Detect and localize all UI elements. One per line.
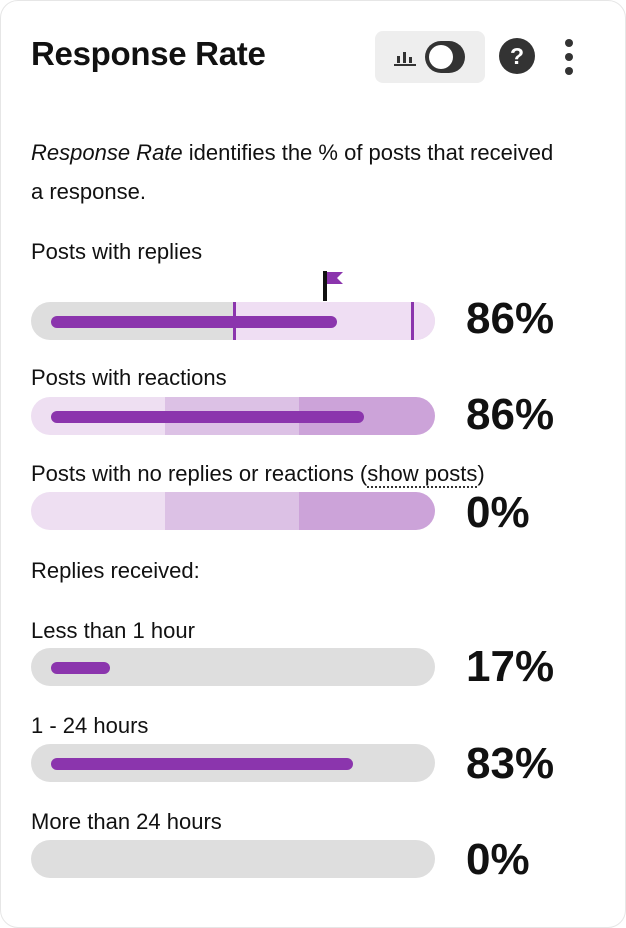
label-no-response-close: ) (477, 461, 485, 486)
target-flag-icon (323, 271, 343, 301)
help-icon[interactable]: ? (499, 38, 535, 74)
bar-posts-no-response (31, 492, 435, 530)
bar-more-than-24-hours (31, 840, 435, 878)
label-posts-no-response: Posts with no replies or reactions (show… (31, 461, 485, 488)
range-marker-high (411, 302, 414, 340)
description-text: identifies the % of posts that received … (31, 140, 554, 204)
fill-posts-with-replies (51, 316, 337, 328)
value-posts-no-response: 0% (466, 488, 530, 537)
bar-posts-with-reactions (31, 397, 435, 435)
label-more-than-24-hours: More than 24 hours (31, 809, 222, 834)
value-less-than-1-hour: 17% (466, 642, 555, 691)
label-posts-with-replies: Posts with replies (31, 239, 203, 264)
bar-less-than-1-hour (31, 648, 435, 686)
kebab-menu-icon[interactable] (561, 39, 577, 75)
bar-posts-with-replies (31, 302, 435, 340)
value-posts-with-reactions: 86% (466, 390, 555, 439)
label-1-24-hours: 1 - 24 hours (31, 713, 149, 738)
value-posts-with-replies: 86% (466, 294, 555, 343)
toggle-knob (429, 45, 453, 69)
range-marker-low (233, 302, 236, 340)
value-more-than-24-hours: 0% (466, 835, 530, 884)
band-low (31, 492, 165, 530)
toggle-switch[interactable] (425, 41, 465, 73)
fill-posts-with-reactions (51, 411, 364, 423)
replies-received-heading: Replies received: (31, 558, 200, 583)
show-posts-link[interactable]: show posts (367, 461, 478, 488)
label-posts-with-reactions: Posts with reactions (31, 365, 227, 390)
label-no-response-text: Posts with no replies or reactions ( (31, 461, 368, 486)
bar-chart-icon (394, 52, 416, 66)
label-less-than-1-hour: Less than 1 hour (31, 618, 195, 643)
card-title: Response Rate (31, 35, 266, 72)
band-mid (165, 492, 299, 530)
description-term: Response Rate (31, 140, 183, 165)
description: Response Rate identifies the % of posts … (31, 133, 571, 211)
band-high (299, 492, 435, 530)
fill-1-24-hours (51, 758, 353, 770)
value-1-24-hours: 83% (466, 739, 555, 788)
bar-1-24-hours (31, 744, 435, 782)
fill-less-than-1-hour (51, 662, 110, 674)
chart-view-toggle[interactable] (375, 31, 485, 83)
